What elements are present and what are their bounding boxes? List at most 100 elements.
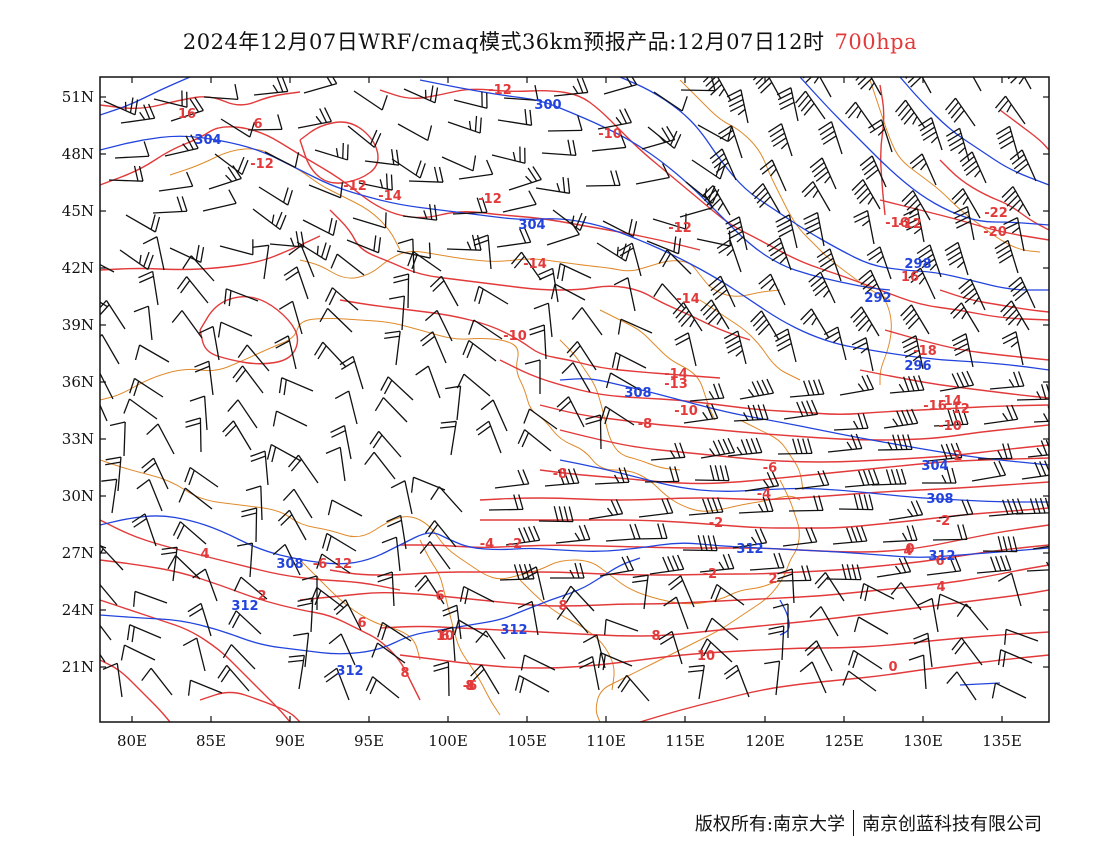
height-contour-labels: 304 300 304 308 308 304 312 312 308 312 312 296 298 2… [194,98,955,679]
wind-barb [699,553,735,573]
temperature-label: -10 [503,329,527,344]
y-tick-label: 24N [62,601,94,619]
wind-barb [603,77,638,95]
wind-barb [533,302,553,338]
wind-barb [725,216,748,251]
wind-barb [347,125,382,148]
wind-barb [995,125,1020,160]
wind-barb [751,183,781,214]
wind-barb [514,674,550,694]
wind-barb [759,159,787,192]
temperature-isotherm [399,631,1049,669]
wind-barb [882,525,918,543]
wind-barb [739,378,775,400]
wind-barb [799,661,827,694]
wind-barb [749,552,785,571]
wind-barb [1033,406,1049,423]
wind-barb [562,585,595,612]
map-frame [99,76,1050,723]
wind-barb [646,236,682,255]
wind-barb [788,495,824,512]
wind-barb [544,468,580,487]
wind-barb [468,319,503,340]
height-label: 308 [624,386,651,401]
wind-barb [424,309,453,342]
x-tick-label: 120E [745,732,785,750]
temperature-label: -10 [938,419,962,434]
wind-barb [445,385,462,421]
wind-barb [523,408,558,430]
wind-barb [909,153,937,186]
wind-barb [776,565,812,582]
wind-barb [524,359,541,394]
wind-barb [397,238,415,274]
footer-separator [853,810,854,836]
wind-barb [100,578,118,606]
wind-barb [241,507,258,543]
wind-barb [727,437,763,457]
wind-barb [202,189,237,212]
wind-barb [321,532,357,552]
wind-barb [991,682,1027,699]
y-tick-label: 36N [62,373,94,391]
border-line [595,479,800,722]
wind-barb [511,251,542,281]
wind-barb [700,437,736,459]
wind-barb [330,253,365,276]
wind-barb [550,562,585,579]
wind-barb [900,304,930,335]
wind-barb [853,210,875,245]
province-borders [100,79,1041,722]
wind-barb [102,662,123,698]
wind-barb [505,525,541,546]
wind-barb [946,671,977,701]
wind-barb [353,90,388,111]
height-label: 304 [921,459,948,474]
wind-barb [458,159,494,180]
wind-barb [419,541,451,570]
wind-barb [613,277,636,312]
wind-barb [100,389,108,422]
wind-barb [688,497,724,516]
wind-barb [816,248,842,282]
wind-barb [1004,628,1039,645]
wind-barb [585,170,621,187]
temperature-isotherm [884,329,1049,361]
y-tick-label: 48N [62,145,94,163]
temperature-isotherm [999,109,1049,151]
temperature-label: 4 [200,547,209,562]
x-tick-label: 110E [586,732,626,750]
wind-barb [963,77,982,92]
wind-barb [100,544,124,571]
wind-barb [316,553,351,574]
wind-barb [553,77,589,97]
wind-barb [602,218,638,238]
wind-barb [697,124,733,143]
wind-barb [473,234,492,270]
wind-barb [502,190,537,213]
wind-barb [410,476,446,493]
temperature-label: -6 [313,557,327,572]
temperature-label: 12 [334,557,352,572]
temperature-label: -2 [709,516,723,531]
wind-barb [809,157,837,190]
wind-barb [922,467,957,484]
wind-barb [167,554,201,580]
wind-barb [133,590,168,607]
wind-barb [346,235,382,254]
temperature-label: -8 [638,417,652,432]
wind-barb [253,244,270,280]
wind-barb [890,582,922,611]
wind-barb [683,403,719,424]
y-tick-label: 21N [62,658,94,676]
y-tick-label: 39N [62,316,94,334]
temperature-contours [100,84,1049,722]
wind-barb [396,242,431,259]
border-line [559,339,681,471]
wind-barb [222,420,252,451]
wind-barb [108,165,144,182]
height-label: 312 [736,542,763,557]
temperature-label: 6 [435,589,444,604]
temperature-label: -14 [676,292,700,307]
temperature-label: 10 [697,649,715,664]
